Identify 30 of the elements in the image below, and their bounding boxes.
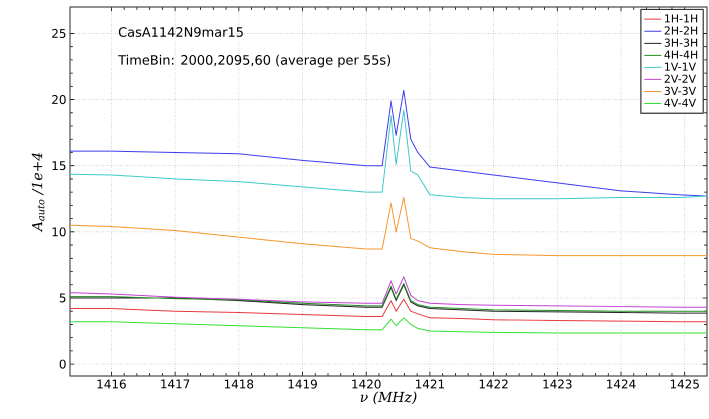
legend-label: 3V-3V xyxy=(664,86,696,95)
x-tick-label: 1423 xyxy=(543,380,572,389)
legend-label: 4V-4V xyxy=(664,98,696,107)
x-tick-label: 1416 xyxy=(98,380,126,389)
y-tick-label: 25 xyxy=(52,28,66,38)
annotation: CasA1142N9mar15 xyxy=(118,27,243,37)
legend-label: 1H-1H xyxy=(665,14,698,22)
line-series xyxy=(70,276,708,308)
x-tick-label: 1418 xyxy=(224,380,254,389)
legend-label: 2H-2H xyxy=(664,26,698,35)
x-tick-label: 1424 xyxy=(607,380,636,388)
x-axis-title: ν (MHz) xyxy=(360,391,416,404)
x-tick-label: 1421 xyxy=(416,380,444,388)
x-tick-label: 1422 xyxy=(480,380,508,388)
line-series xyxy=(70,110,708,200)
x-tick-label: 1425 xyxy=(670,380,699,389)
y-axis-title: A$_{auto}$ /1e+4 xyxy=(32,152,44,232)
x-tick-label: 1419 xyxy=(288,380,317,389)
y-tick-label: 0 xyxy=(60,360,66,369)
legend-label: 4H-4H xyxy=(664,50,698,59)
y-tick-label: 10 xyxy=(52,227,66,236)
x-tick-label: 1420 xyxy=(352,380,381,389)
legend-label: 1V-1V xyxy=(665,62,696,71)
legend-label: 3H-3H xyxy=(664,38,698,47)
annotation: TimeBin: 2000,2095,60 (average per 55s) xyxy=(118,54,390,68)
y-tick-label: 20 xyxy=(52,95,66,104)
x-tick-label: 1417 xyxy=(161,380,190,388)
y-tick-label: 15 xyxy=(52,161,66,170)
legend-label: 2V-2V xyxy=(664,74,696,83)
y-tick-label: 5 xyxy=(60,294,66,302)
